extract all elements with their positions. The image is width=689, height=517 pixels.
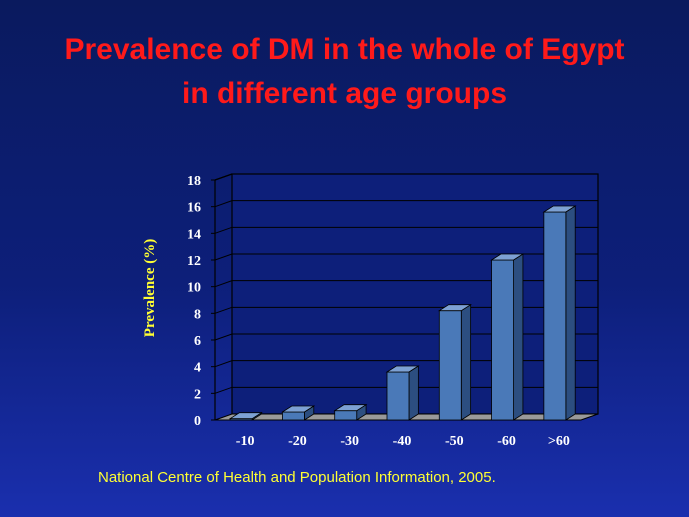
grid-line: [214, 386, 598, 394]
grid-line: [214, 306, 598, 314]
y-tick-label: 8: [194, 307, 201, 322]
y-tick-label: 12: [187, 254, 201, 269]
x-tick-label: -10: [236, 434, 255, 449]
grid-line: [214, 253, 598, 261]
grid-line: [214, 333, 598, 341]
grid-line: [214, 200, 598, 208]
source-footnote: National Centre of Health and Population…: [98, 469, 496, 486]
bar-front: [386, 371, 410, 421]
x-tick-label: -50: [445, 434, 464, 449]
grid-line: [214, 226, 598, 234]
bar-top: [385, 365, 420, 373]
bar-side: [460, 303, 472, 421]
y-tick-label: 2: [194, 387, 201, 402]
bar-top: [490, 253, 525, 261]
bar: [490, 253, 525, 421]
bar-top: [542, 205, 577, 213]
grid-line: [214, 360, 598, 368]
x-tick-label: >60: [548, 434, 570, 449]
y-tick-label: 0: [194, 414, 201, 429]
bar-front: [334, 410, 358, 421]
bar-front: [282, 411, 305, 421]
slide-title: Prevalence of DM in the whole of Egypt i…: [0, 28, 689, 116]
bar-top: [437, 304, 472, 312]
bar-side: [513, 253, 524, 421]
bar-front: [438, 310, 462, 421]
y-tick-label: 18: [187, 174, 201, 189]
bar: [385, 365, 420, 421]
y-tick-label: 4: [194, 361, 201, 376]
y-tick-label: 16: [187, 201, 201, 216]
bar: [228, 411, 263, 421]
title-line-2: in different age groups: [181, 77, 508, 110]
y-tick-label: 14: [187, 227, 201, 242]
x-tick-label: -40: [393, 434, 412, 449]
grid-line: [214, 280, 598, 288]
bar-top: [228, 412, 263, 420]
x-tick-label: -20: [288, 434, 307, 449]
bar: [281, 405, 316, 421]
bar-side: [565, 205, 576, 421]
bar-front: [491, 259, 514, 421]
x-tick-label: -60: [497, 434, 516, 449]
x-tick-label: -30: [340, 434, 359, 449]
grid-lines: [211, 173, 598, 421]
y-tick-label: 6: [194, 334, 201, 349]
title-line-1: Prevalence of DM in the whole of Egypt: [64, 33, 625, 66]
bars: [228, 205, 577, 421]
bar: [437, 303, 472, 421]
y-axis-label: Prevalence (%): [142, 239, 158, 337]
y-tick-label: 10: [187, 281, 201, 296]
bar-top: [281, 405, 316, 413]
x-tick-labels: -10 -20 -30 -40 -50 -60 >60: [236, 434, 570, 449]
bar: [333, 403, 368, 421]
bar-side: [408, 365, 419, 421]
bar-front: [543, 211, 567, 421]
grid-line: [214, 173, 598, 181]
bar: [542, 205, 577, 421]
y-tick-labels: 0 2 4 6 8 10 12 14 16 18: [187, 174, 201, 429]
bar-top: [333, 404, 368, 412]
